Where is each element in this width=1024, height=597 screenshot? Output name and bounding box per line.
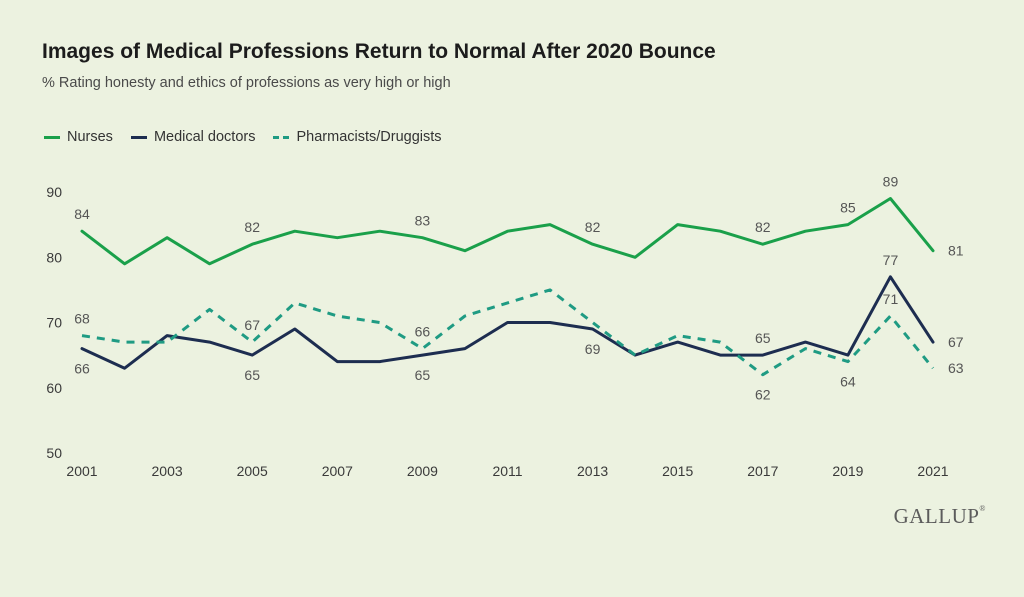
data-label: 62 xyxy=(755,387,771,403)
data-label: 83 xyxy=(415,213,431,229)
gallup-logo-text: GALLUP xyxy=(893,504,980,528)
data-label: 81 xyxy=(948,243,964,259)
x-tick-label: 2015 xyxy=(662,463,693,479)
legend-swatch-pharmacists xyxy=(273,135,290,139)
y-tick-label: 90 xyxy=(46,184,62,200)
x-tick-label: 2009 xyxy=(407,463,438,479)
registered-mark: ® xyxy=(979,504,986,513)
y-tick-label: 50 xyxy=(46,445,62,461)
legend-item-nurses: Nurses xyxy=(44,129,113,145)
data-label: 66 xyxy=(415,324,431,340)
series-line-nurses xyxy=(80,197,935,266)
legend: Nurses Medical doctors Pharmacists/Drugg… xyxy=(44,129,442,145)
data-label: 77 xyxy=(883,252,899,268)
data-label: 82 xyxy=(755,219,771,235)
y-tick-label: 80 xyxy=(46,249,62,265)
data-label: 89 xyxy=(883,174,899,190)
legend-item-medical-doctors: Medical doctors xyxy=(130,129,256,145)
x-tick-label: 2007 xyxy=(322,463,353,479)
legend-swatch-nurses xyxy=(44,135,60,139)
legend-item-pharmacists: Pharmacists/Druggists xyxy=(273,129,442,145)
legend-label-nurses: Nurses xyxy=(67,129,113,145)
data-label: 69 xyxy=(585,341,601,357)
y-tick-label: 70 xyxy=(46,315,62,331)
data-label: 68 xyxy=(74,311,90,327)
data-label: 82 xyxy=(585,219,601,235)
x-tick-label: 2001 xyxy=(66,463,97,479)
data-label: 82 xyxy=(244,219,260,235)
data-label: 65 xyxy=(415,367,431,383)
chart-subtitle: % Rating honesty and ethics of professio… xyxy=(42,75,451,91)
x-tick-label: 2005 xyxy=(237,463,268,479)
data-label: 65 xyxy=(244,367,260,383)
data-label: 84 xyxy=(74,206,90,222)
data-label: 66 xyxy=(74,361,90,377)
x-tick-label: 2017 xyxy=(747,463,778,479)
data-label: 63 xyxy=(948,360,964,376)
gallup-logo: GALLUP® xyxy=(894,504,986,529)
legend-swatch-medical-doctors xyxy=(130,135,147,139)
x-tick-label: 2021 xyxy=(917,463,948,479)
x-tick-label: 2003 xyxy=(152,463,183,479)
data-label: 67 xyxy=(948,334,964,350)
y-tick-label: 60 xyxy=(46,380,62,396)
series-line-pharmacists-druggists xyxy=(81,288,935,377)
data-label: 71 xyxy=(883,291,899,307)
data-label: 85 xyxy=(840,200,856,216)
legend-label-pharmacists: Pharmacists/Druggists xyxy=(296,129,442,145)
series-line-medical-doctors xyxy=(80,275,935,370)
data-label: 64 xyxy=(840,374,856,390)
data-label: 67 xyxy=(244,317,260,333)
x-tick-label: 2013 xyxy=(577,463,608,479)
x-tick-label: 2019 xyxy=(832,463,863,479)
legend-label-medical-doctors: Medical doctors xyxy=(153,129,256,145)
x-tick-label: 2011 xyxy=(492,463,522,479)
chart-title: Images of Medical Professions Return to … xyxy=(42,40,716,63)
data-label: 65 xyxy=(755,330,771,346)
